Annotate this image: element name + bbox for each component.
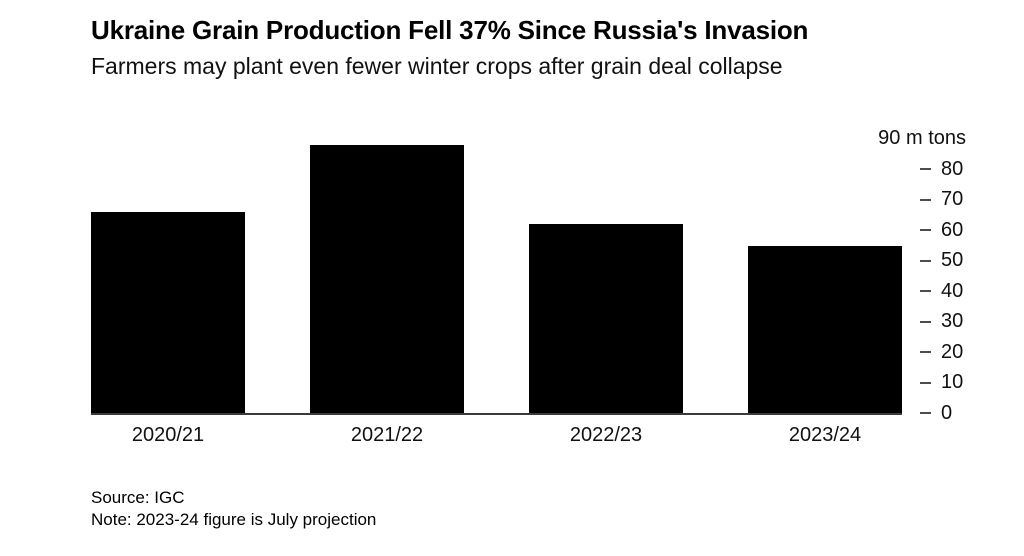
tick-dash-icon [920, 198, 931, 201]
x-axis-label: 2022/23 [569, 424, 643, 446]
x-axis-line [91, 413, 902, 415]
tick-dash-icon [920, 259, 931, 262]
tick-dash-icon [920, 320, 931, 323]
tick-dash-icon [920, 351, 931, 354]
tick-dash-icon [920, 168, 931, 171]
tick-value: 30 [941, 310, 964, 333]
x-axis-label: 2023/24 [788, 424, 862, 446]
note-text: Note: 2023-24 figure is July projection [91, 510, 377, 529]
x-axis-label: 2020/21 [131, 424, 205, 446]
y-axis-tick: 80 [920, 157, 964, 180]
tick-dash-icon [920, 229, 931, 232]
tick-value: 60 [941, 218, 964, 241]
bar-2022/23 [529, 224, 683, 413]
source-text: Source: IGC [91, 488, 185, 507]
y-axis-tick: 60 [920, 218, 964, 241]
x-axis-labels: 2020/21 2021/22 2022/23 2023/24 [91, 424, 902, 447]
x-axis-label: 2021/22 [350, 424, 424, 446]
y-axis-tick: 10 [920, 371, 964, 394]
tick-value: 0 [941, 401, 953, 424]
bar-2020/21 [91, 212, 245, 413]
chart-title: Ukraine Grain Production Fell 37% Since … [91, 15, 809, 45]
y-axis-tick: 0 [920, 401, 953, 424]
y-axis-tick: 70 [920, 188, 964, 211]
y-axis-tick: 40 [920, 279, 964, 302]
tick-value: 70 [941, 188, 964, 211]
bar-2023/24 [748, 245, 902, 413]
tick-dash-icon [920, 381, 931, 384]
plot-area [91, 139, 902, 413]
y-axis-tick: 50 [920, 249, 964, 272]
y-axis-tick: 30 [920, 310, 964, 333]
tick-value: 20 [941, 340, 964, 363]
chart-subtitle: Farmers may plant even fewer winter crop… [91, 53, 783, 79]
tick-value: 80 [941, 157, 964, 180]
y-axis-unit-label: 90 m tons [878, 127, 966, 149]
tick-dash-icon [920, 412, 931, 414]
y-axis-ticks: 80 70 60 50 40 30 20 10 0 [920, 139, 1024, 424]
y-axis-tick: 20 [920, 340, 964, 363]
bar-2021/22 [310, 145, 464, 413]
tick-value: 10 [941, 371, 964, 394]
tick-dash-icon [920, 290, 931, 293]
tick-value: 50 [941, 249, 964, 272]
tick-value: 40 [941, 279, 964, 302]
